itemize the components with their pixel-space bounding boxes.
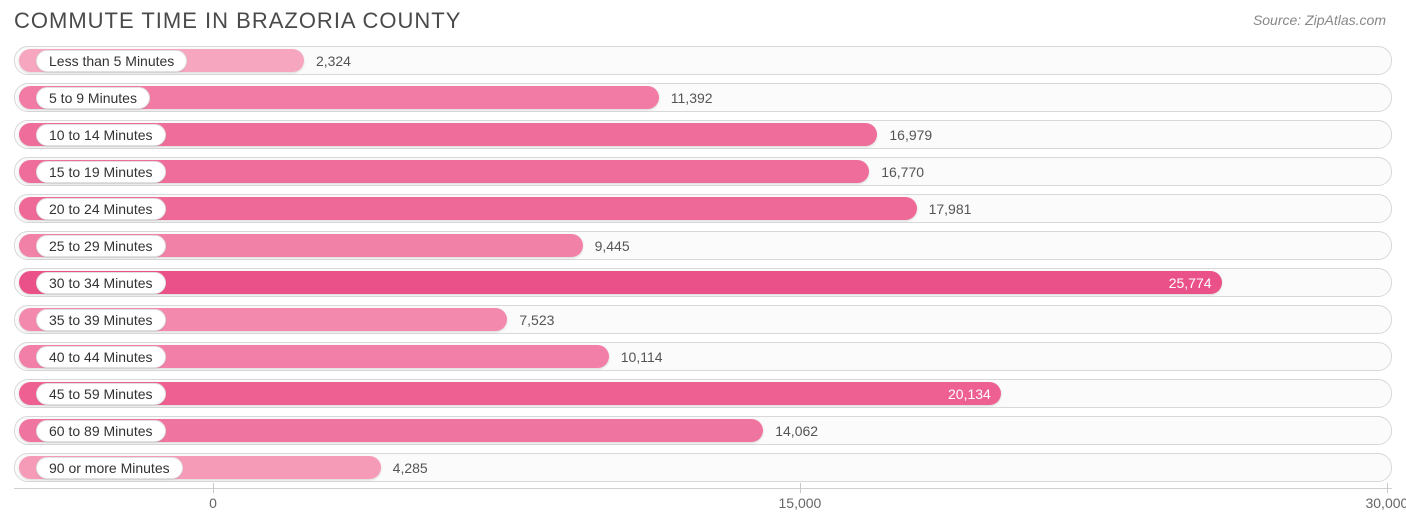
value-label: 16,770 — [881, 164, 924, 180]
bar-row: 40 to 44 Minutes 10,114 — [14, 340, 1392, 373]
category-label: 40 to 44 Minutes — [36, 346, 166, 368]
category-label: 15 to 19 Minutes — [36, 161, 166, 183]
bar — [19, 382, 1001, 405]
category-label: 60 to 89 Minutes — [36, 420, 166, 442]
category-label: 5 to 9 Minutes — [36, 87, 150, 109]
chart-title: COMMUTE TIME IN BRAZORIA COUNTY — [14, 8, 461, 34]
category-label: 35 to 39 Minutes — [36, 309, 166, 331]
value-label: 25,774 — [1169, 275, 1212, 291]
category-label: 20 to 24 Minutes — [36, 198, 166, 220]
bar-row: 5 to 9 Minutes 11,392 — [14, 81, 1392, 114]
bar-row: 15 to 19 Minutes 16,770 — [14, 155, 1392, 188]
chart-source: Source: ZipAtlas.com — [1253, 8, 1386, 28]
value-label: 10,114 — [621, 349, 663, 365]
value-label: 14,062 — [775, 423, 818, 439]
bar-row: Less than 5 Minutes 2,324 — [14, 44, 1392, 77]
axis-tick — [213, 483, 214, 493]
axis-tick — [1387, 483, 1388, 493]
x-axis: 015,00030,000 — [14, 488, 1392, 518]
value-label: 4,285 — [393, 460, 428, 476]
bar-row: 30 to 34 Minutes 25,774 — [14, 266, 1392, 299]
chart-area: Less than 5 Minutes 2,324 5 to 9 Minutes 11… — [0, 38, 1406, 484]
value-label: 16,979 — [889, 127, 932, 143]
value-label: 7,523 — [519, 312, 554, 328]
category-label: Less than 5 Minutes — [36, 50, 187, 72]
bar-row: 20 to 24 Minutes 17,981 — [14, 192, 1392, 225]
bar-row: 10 to 14 Minutes 16,979 — [14, 118, 1392, 151]
bar-row: 45 to 59 Minutes 20,134 — [14, 377, 1392, 410]
value-label: 2,324 — [316, 53, 351, 69]
category-label: 30 to 34 Minutes — [36, 272, 166, 294]
bar-row: 90 or more Minutes 4,285 — [14, 451, 1392, 484]
value-label: 20,134 — [948, 386, 991, 402]
bar-row: 60 to 89 Minutes 14,062 — [14, 414, 1392, 447]
axis-tick-label: 0 — [209, 495, 217, 511]
axis-tick-label: 30,000 — [1365, 495, 1406, 511]
axis-tick — [800, 483, 801, 493]
value-label: 9,445 — [595, 238, 630, 254]
category-label: 90 or more Minutes — [36, 457, 183, 479]
chart-header: COMMUTE TIME IN BRAZORIA COUNTY Source: … — [0, 0, 1406, 38]
axis-tick-label: 15,000 — [779, 495, 822, 511]
category-label: 10 to 14 Minutes — [36, 124, 166, 146]
value-label: 17,981 — [929, 201, 972, 217]
bar-row: 35 to 39 Minutes 7,523 — [14, 303, 1392, 336]
bar — [19, 271, 1222, 294]
category-label: 45 to 59 Minutes — [36, 383, 166, 405]
category-label: 25 to 29 Minutes — [36, 235, 166, 257]
value-label: 11,392 — [671, 90, 713, 106]
bar-row: 25 to 29 Minutes 9,445 — [14, 229, 1392, 262]
